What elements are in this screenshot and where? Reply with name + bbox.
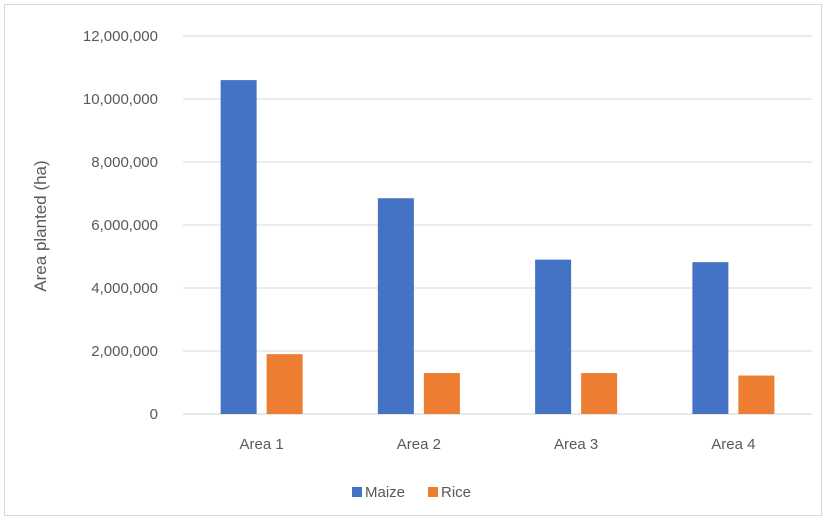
x-tick-label: Area 3 [554,436,598,453]
bar-maize-1 [220,80,257,414]
y-axis-title: Area planted (ha) [31,160,50,291]
legend-label-maize: Maize [365,484,405,501]
x-tick-label: Area 1 [240,436,284,453]
bar-rice-3 [581,373,618,414]
legend-swatch-maize [352,487,362,497]
bar-rice-4 [738,375,775,414]
y-tick-label: 6,000,000 [91,217,158,234]
x-tick-label: Area 4 [711,436,755,453]
y-tick-label: 2,000,000 [91,343,158,360]
y-tick-label: 10,000,000 [83,91,158,108]
bar-maize-3 [535,259,572,414]
y-tick-label: 12,000,000 [83,28,158,45]
bar-rice-1 [266,354,303,414]
x-axis-ticks: Area 1 Area 2 Area 3 Area 4 [240,436,756,453]
x-tick-label: Area 2 [397,436,441,453]
bar-maize-2 [377,198,414,414]
legend-swatch-rice [428,487,438,497]
y-axis-ticks: 0 2,000,000 4,000,000 6,000,000 8,000,000 10,… [83,28,158,423]
bar-maize-4 [692,262,729,414]
bar-rice-2 [423,373,460,414]
legend: Maize Rice [352,484,471,501]
y-tick-label: 4,000,000 [91,280,158,297]
y-tick-label: 8,000,000 [91,154,158,171]
bars [220,80,775,414]
legend-label-rice: Rice [441,484,471,501]
y-tick-label: 0 [150,406,158,423]
